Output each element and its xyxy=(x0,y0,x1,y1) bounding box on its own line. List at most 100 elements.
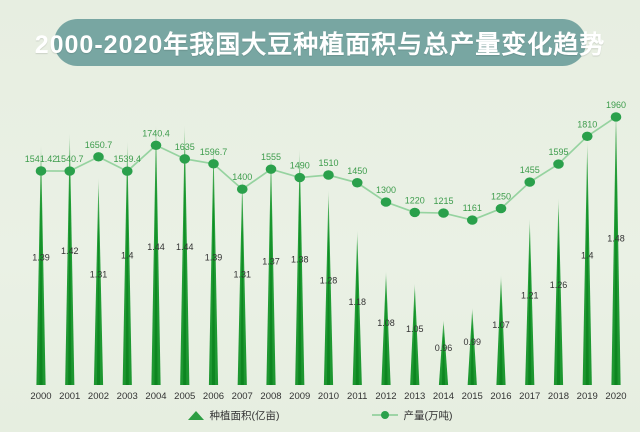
production-value-label: 1960 xyxy=(606,100,626,110)
production-dot[interactable] xyxy=(236,184,248,194)
production-value-label: 1555 xyxy=(261,152,281,162)
production-dot[interactable] xyxy=(93,152,104,162)
production-dot[interactable] xyxy=(524,177,536,187)
area-spikes-layer xyxy=(36,108,621,386)
area-spike-core xyxy=(211,150,216,385)
area-spike-core xyxy=(499,280,503,385)
production-value-label: 1595 xyxy=(548,147,568,157)
production-dot[interactable] xyxy=(179,154,191,164)
production-dots-layer xyxy=(35,112,622,225)
production-dot[interactable] xyxy=(438,208,449,218)
area-value-label: 1.07 xyxy=(492,320,510,330)
production-value-label: 1450 xyxy=(347,166,367,176)
x-axis-year-label: 2004 xyxy=(145,391,166,402)
area-value-label: 1.42 xyxy=(61,246,79,256)
production-dot[interactable] xyxy=(121,166,133,176)
production-dot[interactable] xyxy=(581,131,593,142)
area-spike-core xyxy=(441,325,446,385)
legend-label-planting-area: 种植面积(亿亩) xyxy=(209,409,280,422)
production-dot[interactable] xyxy=(610,112,622,122)
production-dot[interactable] xyxy=(64,166,76,176)
x-axis-year-label: 2011 xyxy=(347,391,367,402)
production-value-label: 1635 xyxy=(175,142,195,152)
area-spike-core xyxy=(240,182,244,385)
x-axis-year-label: 2000 xyxy=(30,391,51,402)
production-dot[interactable] xyxy=(294,172,306,183)
chart-legend: 种植面积(亿亩) 产量(万吨) xyxy=(0,402,640,428)
area-spike-core xyxy=(125,146,129,385)
area-value-label: 1.38 xyxy=(291,255,309,265)
production-value-label: 1455 xyxy=(520,165,540,175)
x-axis-year-label: 2008 xyxy=(260,391,281,402)
area-spike-core xyxy=(355,235,359,385)
x-axis-year-label: 2007 xyxy=(232,391,253,402)
production-value-label: 1490 xyxy=(290,161,310,171)
production-value-label: 1540.7 xyxy=(56,154,84,164)
chart-title-pill: 2000-2020年我国大豆种植面积与总产量变化趋势 xyxy=(35,19,604,66)
area-value-label: 1.21 xyxy=(521,290,539,300)
production-value-label: 1300 xyxy=(376,185,396,195)
x-axis-year-label: 2017 xyxy=(519,391,540,402)
area-spike-core xyxy=(154,130,158,385)
production-dot[interactable] xyxy=(466,215,478,225)
production-value-label: 1541.42 xyxy=(25,154,58,164)
x-axis-year-label: 2015 xyxy=(462,391,483,402)
x-axis-layer: 2000 2001 2002 2003 2004 2005 2006 2007 2008 2009… xyxy=(30,391,626,402)
area-value-label: 1.4 xyxy=(581,250,594,260)
area-spike-core xyxy=(556,203,561,385)
area-value-label: 1.4 xyxy=(121,250,134,260)
production-dot[interactable] xyxy=(265,164,277,174)
area-spike-core xyxy=(528,223,532,385)
x-axis-year-label: 2002 xyxy=(88,391,109,402)
x-axis-year-label: 2003 xyxy=(117,391,138,402)
area-value-label: 1.48 xyxy=(607,233,625,243)
area-value-label: 1.31 xyxy=(233,269,251,279)
production-value-label: 1539.4 xyxy=(113,154,141,164)
area-spike-core xyxy=(614,113,618,386)
production-dot[interactable] xyxy=(150,140,162,150)
area-value-label: 1.08 xyxy=(377,318,395,328)
production-value-label: 1596.7 xyxy=(200,147,228,157)
production-dot[interactable] xyxy=(208,159,219,169)
triangle-marker-icon xyxy=(187,410,204,420)
area-value-label: 1.44 xyxy=(176,242,194,252)
area-spike-core xyxy=(470,312,474,385)
x-axis-year-label: 2019 xyxy=(577,391,598,402)
production-value-label: 1161 xyxy=(463,203,482,213)
x-axis-year-label: 2010 xyxy=(318,391,339,402)
legend-item-planting-area[interactable]: 种植面积(亿亩) xyxy=(187,408,280,423)
production-dot[interactable] xyxy=(553,159,564,169)
dot-marker-icon xyxy=(380,411,389,419)
line-marker-icon xyxy=(371,411,398,419)
production-dot[interactable] xyxy=(495,203,507,214)
production-value-label: 1215 xyxy=(433,196,453,206)
area-value-label: 1.44 xyxy=(147,242,165,252)
area-spike-core xyxy=(68,138,72,385)
x-axis-year-label: 2014 xyxy=(433,391,454,402)
x-axis-year-label: 2012 xyxy=(375,391,396,402)
x-axis-year-label: 2018 xyxy=(548,391,569,402)
area-value-label: 1.05 xyxy=(406,324,424,334)
x-axis-year-label: 2016 xyxy=(490,391,511,402)
production-dot[interactable] xyxy=(380,197,392,207)
chart-title: 2000-2020年我国大豆种植面积与总产量变化趋势 xyxy=(34,30,606,59)
x-axis-year-label: 2009 xyxy=(289,391,310,402)
legend-item-production[interactable]: 产量(万吨) xyxy=(371,408,453,423)
production-value-label: 1740.4 xyxy=(142,128,170,138)
x-axis-year-label: 2005 xyxy=(174,391,195,402)
production-value-label: 1510 xyxy=(318,158,338,168)
production-dot[interactable] xyxy=(35,166,47,176)
production-value-label: 1400 xyxy=(232,172,252,182)
area-spike-core xyxy=(183,130,187,385)
area-value-label: 1.26 xyxy=(550,280,568,290)
production-dot[interactable] xyxy=(351,178,363,188)
area-value-label: 1.39 xyxy=(32,252,50,262)
production-dot[interactable] xyxy=(409,207,421,218)
x-axis-year-label: 2001 xyxy=(59,391,80,402)
production-value-label: 1250 xyxy=(491,192,511,202)
production-dot[interactable] xyxy=(323,170,334,180)
area-spike-core xyxy=(413,288,417,385)
